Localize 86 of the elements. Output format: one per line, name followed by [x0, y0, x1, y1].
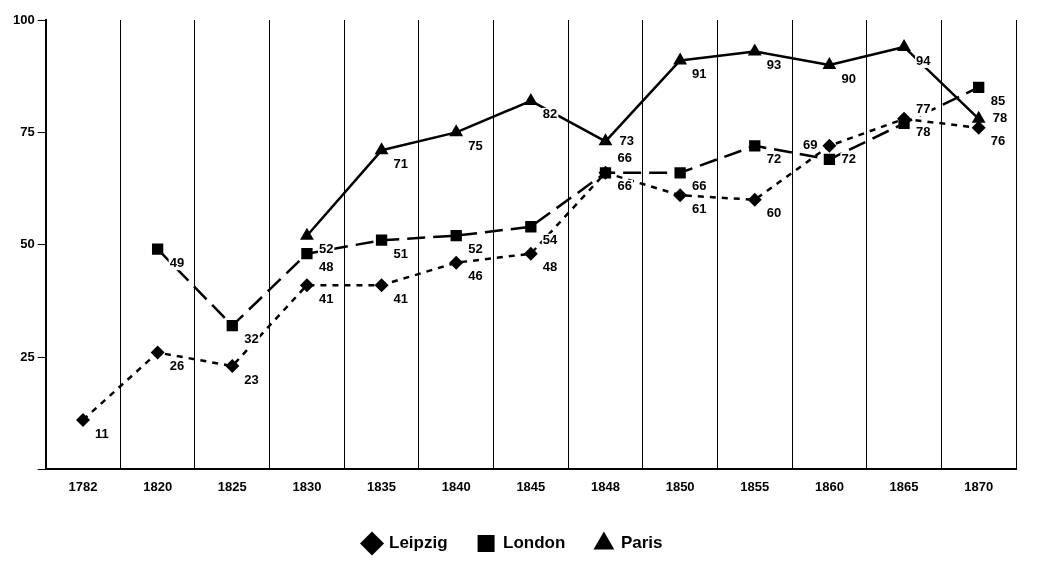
point	[523, 92, 538, 105]
point	[749, 140, 761, 152]
legend-label: Leipzig	[389, 533, 448, 553]
point	[971, 110, 986, 123]
point	[747, 43, 762, 56]
point	[449, 255, 464, 270]
data-label: 52	[318, 241, 334, 257]
x-tick-label: 1848	[591, 478, 620, 494]
point	[523, 246, 538, 261]
data-label: 66	[692, 178, 707, 194]
data-label: 48	[542, 259, 558, 275]
x-tick-label: 1782	[68, 478, 98, 494]
x-tick-label: 1845	[516, 478, 546, 494]
x-tick-label: 1855	[740, 478, 770, 494]
x-tick-label: 1820	[143, 478, 173, 494]
data-label: 51	[393, 245, 409, 261]
data-label: 66	[617, 178, 632, 194]
point	[897, 38, 911, 51]
data-label: 73	[619, 132, 634, 148]
x-tick-label: 1865	[889, 478, 919, 494]
point	[598, 133, 613, 146]
point	[525, 221, 537, 233]
point	[225, 359, 240, 374]
point	[673, 188, 688, 203]
legend-label: Paris	[620, 533, 663, 553]
x-tick-label: 1870	[964, 478, 994, 494]
x-tick-label: 1860	[814, 478, 844, 494]
x-tick-label: 1825	[217, 478, 247, 494]
data-label: 72	[841, 151, 856, 167]
y-tick-label: 25	[20, 348, 35, 364]
point	[151, 243, 164, 255]
data-label: 78	[992, 110, 1008, 126]
point	[450, 230, 462, 242]
point	[971, 120, 986, 135]
data-label: 76	[990, 133, 1006, 149]
point	[299, 278, 314, 293]
data-label: 85	[990, 92, 1006, 108]
data-label: 11	[95, 425, 109, 441]
data-label: 32	[244, 331, 259, 347]
data-label: 41	[393, 290, 409, 306]
data-label: 77	[916, 100, 931, 116]
data-label: 94	[916, 52, 932, 68]
x-tick-label: 1835	[367, 478, 397, 494]
data-label: 90	[841, 70, 856, 86]
y-tick-label: 100	[12, 11, 35, 27]
data-label: 71	[393, 155, 409, 171]
y-tick-label: 50	[20, 236, 35, 252]
point	[374, 142, 389, 155]
data-label: 69	[802, 136, 818, 152]
data-label: 66	[617, 150, 632, 166]
data-label: 60	[766, 205, 782, 221]
data-label: 23	[244, 371, 259, 387]
y-tick-label: 75	[20, 123, 35, 139]
point	[300, 227, 314, 240]
x-tick-label: 1830	[292, 478, 322, 494]
data-label: 61	[692, 200, 707, 216]
data-label: 48	[318, 259, 334, 275]
point	[822, 138, 837, 153]
point	[823, 153, 836, 165]
point	[673, 52, 688, 65]
point	[973, 81, 985, 94]
point	[822, 56, 837, 69]
data-label: 72	[766, 151, 782, 167]
point	[76, 412, 91, 427]
data-label: 49	[169, 254, 185, 270]
point	[449, 124, 464, 137]
point	[150, 345, 165, 360]
data-label: 26	[169, 358, 185, 374]
x-tick-label: 1840	[441, 478, 471, 494]
point	[226, 319, 238, 332]
data-label: 54	[542, 232, 559, 248]
point	[747, 192, 762, 207]
data-label: 46	[468, 268, 483, 284]
point	[674, 167, 686, 179]
data-label: 75	[468, 137, 483, 153]
point	[374, 278, 389, 293]
data-label: 41	[318, 290, 334, 306]
data-label: 52	[468, 241, 483, 257]
point	[301, 248, 313, 260]
legend-label: London	[503, 533, 566, 553]
data-label: 91	[692, 66, 707, 82]
data-label: 93	[766, 57, 782, 73]
data-label: 78	[916, 124, 931, 140]
data-label: 82	[542, 106, 558, 122]
x-tick-label: 1850	[665, 478, 695, 494]
point	[375, 234, 388, 246]
